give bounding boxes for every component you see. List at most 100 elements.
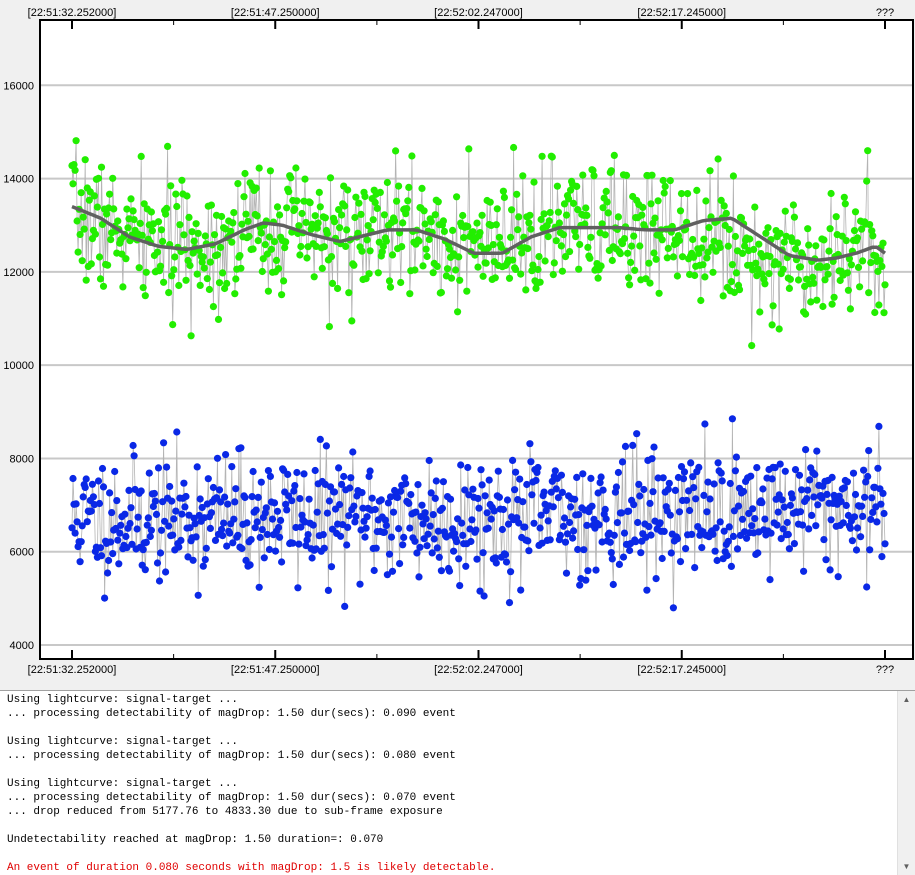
data-point bbox=[153, 559, 162, 567]
data-point bbox=[794, 276, 803, 284]
data-point bbox=[88, 480, 96, 488]
data-point bbox=[608, 555, 616, 563]
data-point bbox=[218, 525, 226, 534]
data-point bbox=[128, 540, 136, 548]
data-point bbox=[469, 228, 477, 236]
data-point bbox=[243, 519, 251, 527]
data-point bbox=[569, 534, 577, 542]
data-point bbox=[101, 594, 109, 602]
data-point bbox=[124, 224, 132, 232]
data-point bbox=[166, 482, 174, 491]
data-point bbox=[646, 499, 654, 507]
data-point bbox=[113, 497, 121, 505]
data-point bbox=[758, 499, 766, 507]
data-point bbox=[821, 276, 829, 284]
data-point bbox=[370, 566, 378, 575]
data-point bbox=[293, 468, 301, 477]
data-point bbox=[419, 262, 427, 270]
data-point bbox=[756, 308, 764, 316]
data-point bbox=[492, 559, 500, 567]
data-point bbox=[306, 199, 314, 207]
data-point bbox=[122, 255, 130, 263]
data-point bbox=[537, 511, 545, 519]
lightcurve-plot-panel[interactable]: 4000 6000 8000 10000 12000 14000 16000 [22:51:3… bbox=[0, 0, 915, 680]
data-point bbox=[143, 521, 151, 529]
data-point bbox=[691, 564, 699, 572]
data-point bbox=[734, 502, 743, 510]
data-point bbox=[575, 265, 583, 273]
data-point bbox=[548, 153, 556, 161]
data-point bbox=[714, 155, 722, 163]
data-point bbox=[494, 467, 502, 475]
data-point bbox=[584, 567, 592, 575]
data-point bbox=[720, 527, 728, 535]
data-point bbox=[851, 490, 860, 499]
data-point bbox=[621, 442, 630, 450]
data-point bbox=[517, 586, 525, 594]
data-point bbox=[186, 524, 194, 532]
data-point bbox=[868, 494, 876, 502]
data-point bbox=[215, 486, 224, 494]
log-output-panel[interactable]: Using lightcurve: signal-target ... ... p… bbox=[0, 690, 915, 875]
smoothed-baseline-line bbox=[71, 204, 887, 262]
data-point bbox=[222, 451, 230, 459]
data-point bbox=[249, 467, 257, 476]
data-point bbox=[141, 566, 149, 574]
data-point bbox=[525, 219, 533, 227]
data-point bbox=[136, 219, 144, 227]
data-point bbox=[675, 508, 684, 516]
data-point bbox=[71, 166, 79, 174]
data-point bbox=[252, 506, 260, 514]
data-point bbox=[452, 266, 460, 274]
scroll-up-arrow-icon[interactable]: ▲ bbox=[902, 695, 911, 704]
data-point bbox=[330, 218, 339, 226]
data-point bbox=[487, 515, 495, 523]
lightcurve-chart[interactable]: 4000 6000 8000 10000 12000 14000 16000 [22:51:3… bbox=[0, 0, 915, 680]
data-point bbox=[217, 243, 225, 251]
data-point bbox=[326, 174, 335, 182]
data-point bbox=[820, 236, 828, 244]
data-point bbox=[123, 544, 131, 552]
log-line-result: An event of duration 0.080 seconds with … bbox=[7, 862, 496, 874]
data-point bbox=[875, 422, 883, 430]
data-point bbox=[201, 556, 209, 564]
data-point bbox=[666, 177, 674, 185]
log-scrollbar[interactable]: ▲ ▼ bbox=[897, 691, 915, 875]
data-point bbox=[747, 472, 755, 480]
data-point bbox=[719, 292, 727, 300]
data-point bbox=[253, 518, 261, 526]
data-point bbox=[168, 497, 176, 505]
data-point bbox=[688, 530, 696, 539]
scroll-down-arrow-icon[interactable]: ▼ bbox=[902, 862, 911, 871]
data-point bbox=[823, 263, 831, 271]
data-point bbox=[625, 274, 633, 282]
data-point bbox=[563, 530, 572, 538]
data-point bbox=[162, 568, 170, 576]
data-point bbox=[695, 463, 703, 471]
data-point bbox=[283, 506, 291, 514]
data-point bbox=[635, 480, 643, 488]
x-tick-label-bottom: [22:52:02.247000] bbox=[434, 664, 523, 676]
data-point bbox=[813, 447, 821, 455]
log-line: ... drop reduced from 5177.76 to 4833.30… bbox=[7, 806, 443, 818]
data-point bbox=[805, 525, 813, 533]
data-point bbox=[328, 279, 337, 287]
data-point bbox=[142, 538, 150, 547]
data-point bbox=[164, 142, 172, 150]
data-point bbox=[780, 238, 788, 246]
data-point bbox=[863, 177, 871, 185]
data-point bbox=[462, 562, 470, 570]
data-point bbox=[385, 550, 394, 558]
data-point bbox=[358, 489, 366, 497]
data-point bbox=[266, 167, 274, 175]
x-tick-label-top: [22:52:02.247000] bbox=[434, 7, 523, 19]
data-point bbox=[275, 523, 283, 532]
data-point bbox=[151, 497, 159, 505]
data-point bbox=[675, 236, 684, 245]
data-point bbox=[295, 540, 303, 548]
data-point bbox=[157, 226, 166, 234]
data-point bbox=[703, 508, 711, 516]
data-point bbox=[298, 209, 306, 218]
data-point bbox=[270, 499, 279, 507]
data-point bbox=[159, 498, 167, 506]
